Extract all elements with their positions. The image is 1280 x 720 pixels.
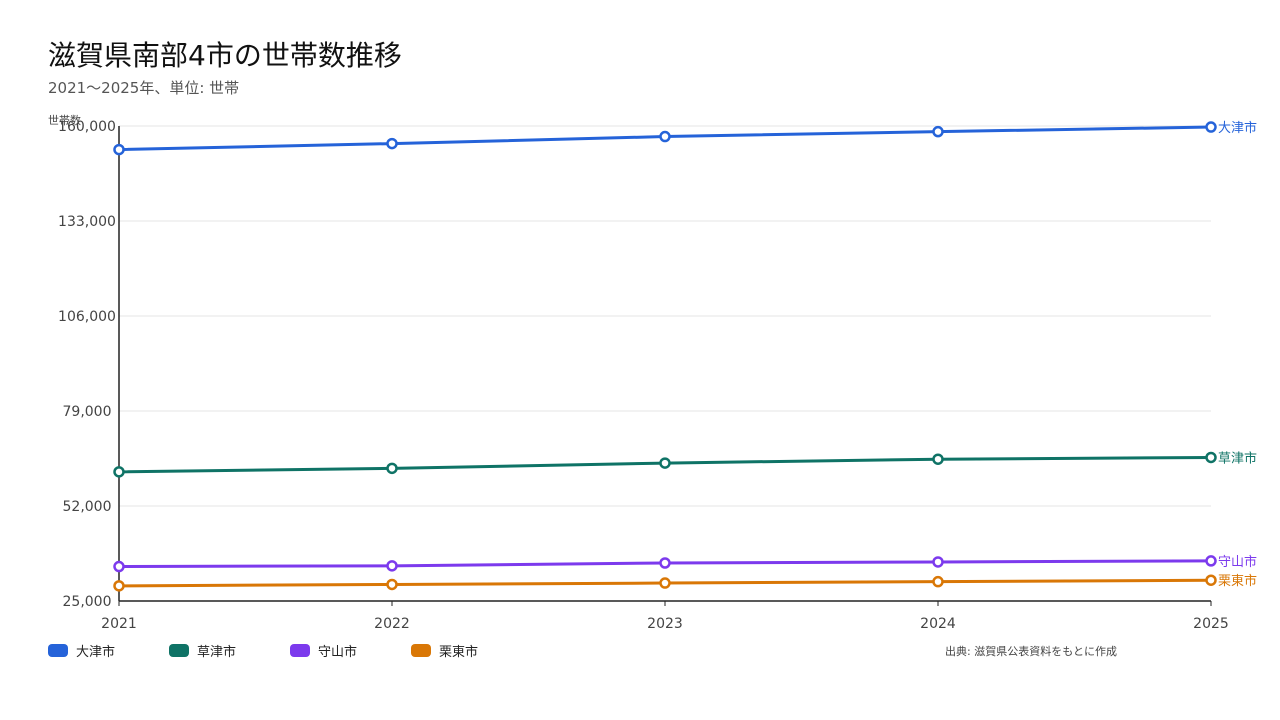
series-end-label: 栗東市	[1218, 573, 1257, 589]
source-note: 出典: 滋賀県公表資料をもとに作成	[945, 645, 1117, 658]
data-point	[659, 577, 671, 589]
y-tick-label: 25,000	[63, 594, 112, 610]
legend-label: 大津市	[76, 645, 116, 660]
data-point	[386, 578, 398, 591]
data-point	[1205, 555, 1217, 567]
y-tick-label: 133,000	[58, 214, 116, 230]
legend-swatch	[48, 644, 68, 657]
chart-subtitle: 2021〜2025年、単位: 世帯	[48, 79, 240, 97]
legend-label: 草津市	[197, 645, 237, 660]
series-end-label: 大津市	[1218, 120, 1257, 136]
legend-swatch	[169, 644, 190, 657]
data-point	[113, 143, 125, 156]
legend-label: 栗東市	[439, 645, 479, 660]
axis-labels: 25,000 52,000 79,000 106,000 133,000 160,000 2…	[48, 114, 1257, 632]
data-point	[1205, 451, 1217, 464]
legend-item: 守山市	[290, 641, 357, 660]
x-tick-label: 2025	[1193, 616, 1229, 632]
x-tick-label: 2023	[647, 616, 683, 632]
chart-title: 滋賀県南部4市の世帯数推移	[48, 39, 402, 72]
x-tick-label: 2022	[374, 616, 410, 632]
data-point	[659, 457, 671, 469]
y-tick-label: 52,000	[63, 499, 112, 515]
data-point	[1205, 574, 1217, 586]
data-point	[386, 137, 398, 150]
series-end-label: 草津市	[1218, 450, 1257, 466]
grid-lines	[119, 125, 1211, 507]
series-lines	[113, 121, 1217, 592]
data-point	[932, 453, 944, 465]
x-tick-label: 2021	[101, 616, 137, 632]
data-point	[932, 575, 944, 588]
legend-swatch	[290, 644, 311, 657]
legend-label: 守山市	[318, 645, 358, 660]
legend-item: 大津市	[48, 641, 115, 660]
series-end-label: 守山市	[1218, 554, 1257, 570]
y-tick-label: 160,000	[58, 119, 116, 135]
data-point	[932, 556, 944, 568]
data-point	[659, 130, 671, 143]
data-point	[659, 557, 671, 569]
data-point	[113, 580, 125, 592]
axes	[118, 126, 1212, 606]
data-point	[113, 560, 125, 573]
y-axis-title: 世帯数	[48, 114, 81, 127]
data-point	[386, 560, 398, 572]
data-point	[932, 125, 944, 138]
legend-item: 栗東市	[411, 641, 478, 660]
data-point	[386, 462, 398, 475]
legend-item: 草津市	[169, 641, 236, 660]
legend: 大津市 草津市 守山市 栗東市	[48, 641, 532, 660]
x-tick-label: 2024	[920, 616, 956, 632]
y-tick-label: 79,000	[63, 404, 112, 420]
data-point	[113, 466, 125, 478]
data-point	[1205, 121, 1217, 133]
y-tick-label: 106,000	[58, 309, 116, 325]
legend-swatch	[411, 644, 432, 657]
